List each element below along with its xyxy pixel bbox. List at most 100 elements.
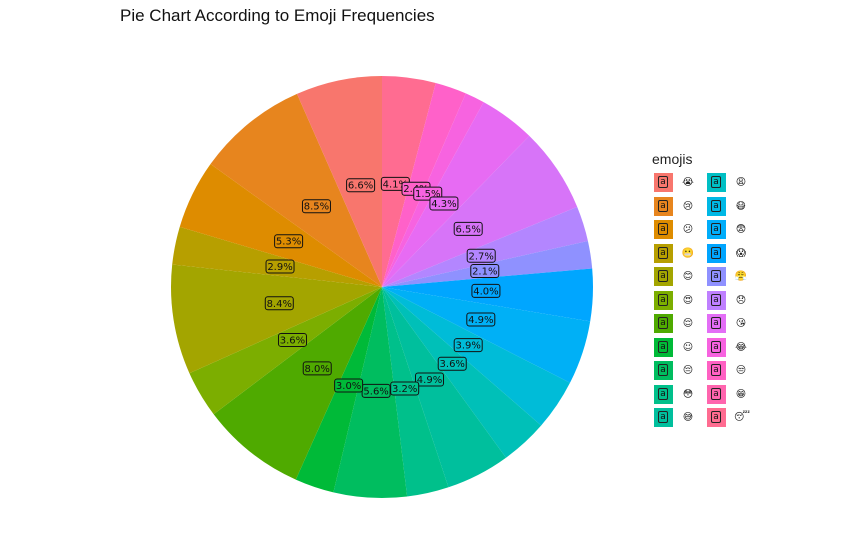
legend-key: a bbox=[707, 361, 726, 380]
relieved-face-icon: 😌 bbox=[682, 318, 694, 329]
slice-label-box bbox=[437, 356, 467, 371]
slice-label-text: 3.6% bbox=[440, 359, 465, 370]
legend-key: a bbox=[654, 314, 673, 333]
pie-slice bbox=[382, 206, 588, 287]
slice-label: 3.2% bbox=[390, 381, 420, 396]
grinning-face-icon: 😁 bbox=[735, 388, 747, 400]
sweat-smile-face-icon: 😅 bbox=[682, 412, 694, 423]
legend-key-glyph: a bbox=[711, 199, 721, 212]
slice-label-box bbox=[470, 264, 500, 279]
pie-slice bbox=[382, 287, 507, 488]
kissing-face-icon: 😘 bbox=[735, 318, 747, 329]
mask-face-icon: 😷 bbox=[735, 200, 747, 212]
pie-slice bbox=[382, 287, 542, 458]
pie-slice bbox=[296, 76, 382, 287]
slice-label: 3.0% bbox=[334, 378, 364, 393]
slice-label: 3.6% bbox=[437, 356, 467, 371]
legend-key: a bbox=[707, 243, 726, 263]
slice-label: 4.9% bbox=[415, 372, 445, 387]
slice-label: 5.6% bbox=[361, 383, 391, 398]
legend-key-glyph: a bbox=[658, 223, 668, 235]
slice-label: 5.3% bbox=[274, 234, 304, 249]
legend-key-glyph: a bbox=[711, 293, 721, 306]
slice-label: 8.0% bbox=[302, 361, 332, 376]
slice-label-box bbox=[301, 199, 331, 214]
legend-key-glyph: a bbox=[658, 246, 668, 259]
legend-key-glyph: a bbox=[711, 270, 721, 282]
slice-label: 2.7% bbox=[466, 248, 496, 263]
pie-labels: 4.1%2.4%1.5%4.3%6.5%2.7%2.1%4.0%4.9%3.9%… bbox=[264, 176, 501, 398]
slice-label-text: 6.5% bbox=[455, 224, 480, 235]
legend-key: a bbox=[654, 337, 673, 357]
legend-key: a bbox=[654, 290, 673, 310]
slice-label-box bbox=[466, 312, 496, 327]
slice-label-box bbox=[429, 196, 459, 211]
pie-slice bbox=[213, 287, 382, 480]
slice-label: 6.5% bbox=[453, 221, 483, 236]
slice-label-box bbox=[277, 332, 307, 347]
pie-slice bbox=[189, 287, 382, 415]
pie-slice bbox=[382, 287, 591, 383]
pensive-face-icon: 😔 bbox=[682, 365, 694, 376]
sad-face-icon: 😢 bbox=[682, 200, 694, 212]
slice-label: 2.9% bbox=[265, 259, 295, 274]
slice-label-text: 2.7% bbox=[469, 251, 494, 262]
legend-key: a bbox=[707, 173, 726, 192]
legend-key: a bbox=[707, 220, 726, 239]
slice-label-box bbox=[453, 221, 483, 236]
legend-key-glyph: a bbox=[658, 270, 668, 282]
slice-label-text: 8.4% bbox=[267, 299, 292, 310]
slice-label-box bbox=[466, 248, 496, 263]
smiling-face-icon: 😊 bbox=[682, 271, 694, 282]
legend-key-glyph: a bbox=[711, 246, 721, 259]
legend-key-glyph: a bbox=[658, 411, 668, 423]
legend-key: a bbox=[707, 337, 726, 357]
slice-label: 2.1% bbox=[470, 264, 500, 279]
slice-label-box bbox=[415, 372, 445, 387]
legend-key-glyph: a bbox=[711, 340, 721, 353]
flushed-face-icon: 😳 bbox=[682, 388, 694, 400]
slice-label: 3.9% bbox=[453, 338, 483, 353]
grimacing-face-icon: 😬 bbox=[681, 247, 695, 259]
legend-key: a bbox=[654, 243, 673, 263]
slice-label-box bbox=[471, 283, 501, 298]
slice-label-text: 8.5% bbox=[304, 202, 329, 213]
slice-label-box bbox=[274, 234, 304, 249]
legend-key-glyph: a bbox=[711, 176, 721, 188]
legend-key-glyph: a bbox=[658, 340, 668, 353]
slice-label-text: 4.3% bbox=[431, 199, 456, 210]
legend-key-glyph: a bbox=[658, 387, 668, 400]
legend-key-glyph: a bbox=[658, 364, 668, 376]
slice-label-text: 1.5% bbox=[415, 189, 440, 200]
pie-slice bbox=[382, 240, 593, 287]
legend-key: a bbox=[654, 361, 673, 380]
legend-key: a bbox=[707, 267, 726, 286]
slice-label-box bbox=[302, 361, 332, 376]
slice-label-text: 3.9% bbox=[455, 341, 480, 352]
confused-face-icon: 😕 bbox=[682, 224, 694, 235]
legend-key: a bbox=[654, 384, 673, 404]
legend-key: a bbox=[707, 314, 726, 333]
slice-label-text: 4.1% bbox=[383, 179, 408, 190]
legend-key: a bbox=[707, 290, 726, 310]
legend-key-glyph: a bbox=[658, 317, 668, 329]
slice-label: 4.3% bbox=[429, 196, 459, 211]
crying-face-icon: 😭 bbox=[682, 177, 694, 188]
chart-title: Pie Chart According to Emoji Frequencies bbox=[120, 6, 435, 25]
legend-key-glyph: a bbox=[711, 364, 721, 376]
legend-key-glyph: a bbox=[711, 223, 721, 235]
screaming-face-icon: 😱 bbox=[735, 247, 747, 259]
slice-label-text: 6.6% bbox=[348, 181, 373, 192]
slice-label-box bbox=[390, 381, 420, 396]
slice-label-text: 8.0% bbox=[305, 364, 330, 375]
slice-label: 4.0% bbox=[471, 283, 501, 298]
pie-slice bbox=[172, 226, 382, 287]
slice-label-text: 4.0% bbox=[473, 286, 498, 297]
weary-face-icon: 😩 bbox=[735, 177, 747, 188]
legend-title: emojis bbox=[652, 151, 693, 167]
slice-label-text: 4.9% bbox=[468, 315, 493, 326]
slice-label-text: 3.2% bbox=[392, 384, 417, 395]
slice-label-box bbox=[265, 259, 295, 274]
legend-key-glyph: a bbox=[658, 293, 668, 306]
legend-key: a bbox=[654, 220, 673, 239]
